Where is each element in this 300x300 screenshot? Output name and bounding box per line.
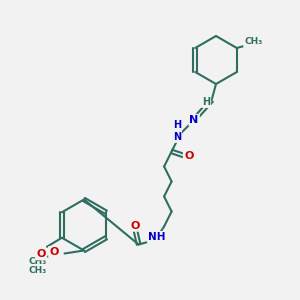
Text: N: N	[190, 115, 199, 125]
Text: H: H	[202, 97, 210, 107]
Text: NH: NH	[148, 232, 165, 242]
Text: O: O	[184, 151, 194, 161]
Text: O: O	[49, 247, 59, 257]
Text: O: O	[36, 249, 46, 259]
Text: CH₃: CH₃	[29, 266, 47, 275]
Text: O: O	[131, 220, 140, 231]
Text: H
N: H N	[173, 120, 181, 142]
Text: CH₃: CH₃	[28, 257, 46, 266]
Text: CH₃: CH₃	[244, 38, 262, 46]
